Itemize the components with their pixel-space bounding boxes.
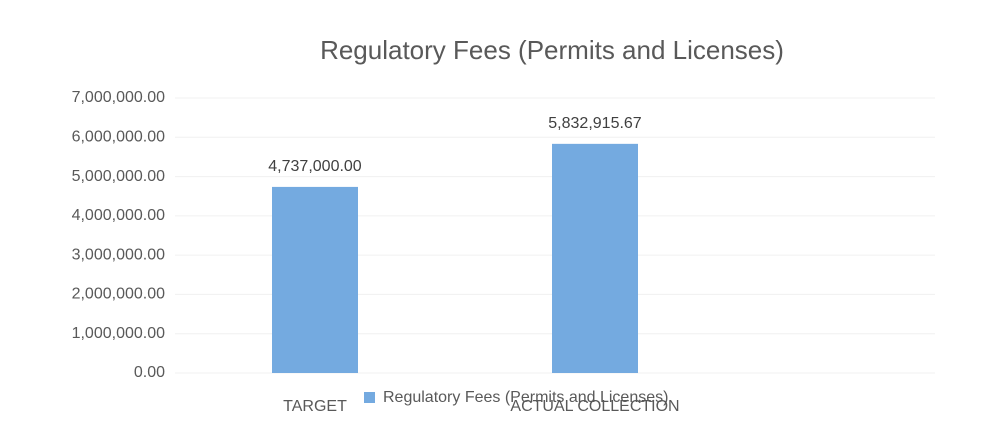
data-label: 5,832,915.67 (548, 115, 642, 132)
data-label: 4,737,000.00 (268, 158, 362, 175)
y-tick-label: 3,000,000.00 (72, 246, 166, 263)
legend-swatch (364, 392, 375, 403)
bar (272, 186, 358, 373)
bar (552, 143, 638, 373)
legend-label: Regulatory Fees (Permits and Licenses) (383, 389, 668, 406)
x-tick-label: ACTUAL COLLECTION (510, 398, 679, 415)
y-tick-label: 1,000,000.00 (72, 325, 166, 342)
chart-title: Regulatory Fees (Permits and Licenses) (320, 35, 784, 65)
y-tick-label: 2,000,000.00 (72, 286, 166, 303)
x-tick-label: TARGET (283, 398, 347, 415)
y-tick-label: 6,000,000.00 (72, 129, 166, 146)
y-tick-label: 7,000,000.00 (72, 89, 166, 106)
y-tick-label: 5,000,000.00 (72, 168, 166, 185)
y-tick-label: 0.00 (134, 364, 165, 381)
y-tick-label: 4,000,000.00 (72, 207, 166, 224)
